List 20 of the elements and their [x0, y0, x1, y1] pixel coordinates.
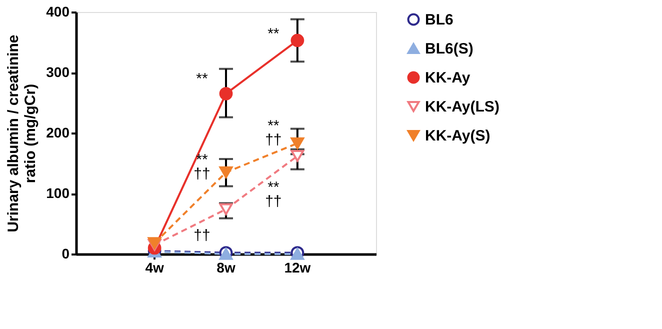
annotation: ** ††: [194, 151, 210, 182]
x-tick-label: 4w: [145, 260, 164, 276]
x-tick-label: 8w: [216, 260, 236, 276]
y-tick-label: 300: [46, 64, 70, 80]
annotation: ** ††: [265, 178, 282, 210]
y-tick-label: 200: [46, 124, 70, 140]
annotation: **: [196, 70, 208, 88]
legend-label: KK-Ay: [425, 70, 471, 86]
x-tick-label: 12w: [284, 260, 311, 276]
y-tick-label: 0: [62, 246, 70, 262]
legend-label: KK-Ay(S): [425, 128, 490, 144]
y-axis-title: Urinary albumin / creatinine ratio (mg/gCr): [5, 34, 40, 232]
legend-label: BL6: [425, 12, 454, 28]
annotation: **: [268, 25, 280, 42]
y-tick-label: 100: [46, 185, 70, 201]
annotation: ** ††: [265, 117, 282, 148]
legend-label: BL6(S): [425, 40, 474, 58]
legend-label: KK-Ay(LS): [425, 98, 500, 116]
annotation: ††: [194, 227, 210, 244]
y-tick-label: 400: [46, 4, 70, 20]
